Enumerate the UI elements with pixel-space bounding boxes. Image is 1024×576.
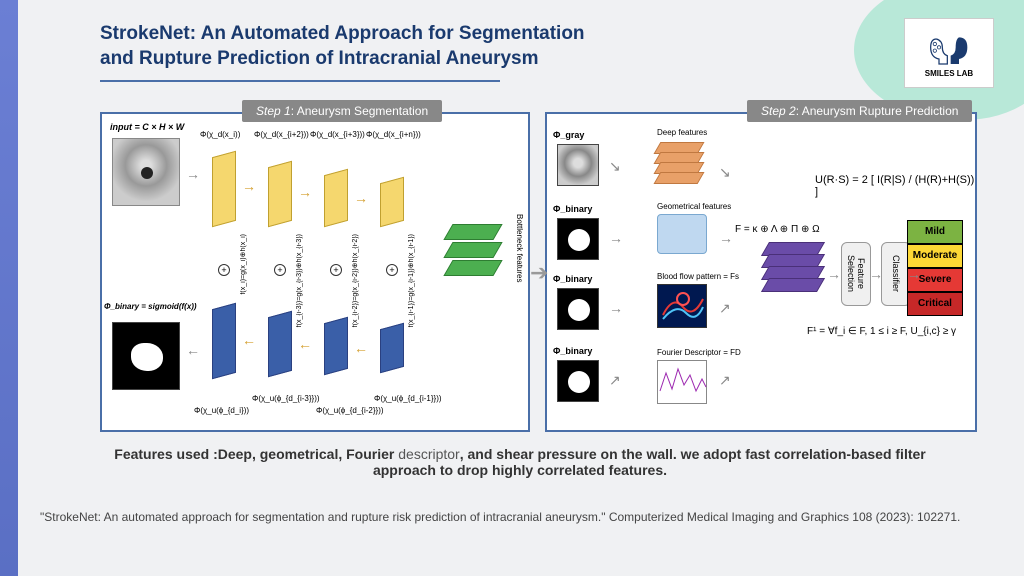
binary-mask-output <box>112 322 180 390</box>
panel-connector-arrow: ➔ <box>530 260 548 286</box>
title-underline <box>100 80 500 82</box>
dec-math-0: Φ(χ_u(ϕ_{d_i})) <box>194 406 249 415</box>
fourier-descriptor-box <box>657 360 707 404</box>
blood-flow-box <box>657 284 707 328</box>
arrow-d3: ← <box>354 340 368 356</box>
arr-fs: → <box>827 266 841 282</box>
enc-math-3: Φ(χ_d(x_{i+n})) <box>366 130 421 139</box>
class-mild: Mild <box>907 220 963 244</box>
dec-math-1: Φ(χ_u(ϕ_{d_{i-3}})) <box>252 394 320 403</box>
skip-3: f(x_{i-1})=g(x_{i-1})⊕h(x_{i-1}) <box>408 234 416 327</box>
phi-bin1-label: Φ_binary <box>553 204 592 214</box>
flow-icon <box>658 285 708 329</box>
f-equation: F¹ = ∀f_i ∈ F, 1 ≤ i ≥ F, U_{i,c} ≥ γ <box>807 326 956 337</box>
arr-f4: ↗ <box>719 372 731 389</box>
arr-f3: ↗ <box>719 300 731 317</box>
bin-thumb-2 <box>557 288 599 330</box>
enc-math-0: Φ(χ_d(x_i)) <box>200 130 240 139</box>
phi-bin3-label: Φ_binary <box>553 346 592 356</box>
logo-text: SMILES LAB <box>925 69 973 78</box>
gray-thumb <box>557 144 599 186</box>
step1-panel: Step 1: Aneurysm Segmentation input = C … <box>100 112 530 432</box>
decoder-block-3 <box>324 317 348 375</box>
cap-b1: Features used :Deep, geometrical, Fourie… <box>114 446 398 462</box>
dec-math-2: Φ(χ_u(ϕ_{d_{i-2}})) <box>316 406 384 415</box>
bin-thumb-3 <box>557 360 599 402</box>
decoder-block-2 <box>268 311 292 377</box>
arrow-in: → <box>186 166 200 182</box>
phi-bin2-label: Φ_binary <box>553 274 592 284</box>
skip-add-4: + <box>386 264 398 276</box>
bottleneck-label: Bottleneck features <box>515 214 524 282</box>
encoder-block-2 <box>268 161 292 227</box>
arr-gray: ↘ <box>609 158 621 175</box>
fd-feat-label: Fourier Descriptor = FD <box>657 348 741 357</box>
arr-f2: → <box>719 230 733 246</box>
binary-output-label: Φ_binary = sigmoid(f(x)) <box>104 302 197 311</box>
skip-add-2: + <box>274 264 286 276</box>
flow-feat-label: Blood flow pattern = Fs <box>657 272 739 281</box>
feature-selection-box: Feature Selection <box>841 242 871 306</box>
encoder-block-4 <box>380 177 404 227</box>
decoder-block-4 <box>380 323 404 373</box>
arr-out: → <box>907 266 921 282</box>
deep-feat-label: Deep features <box>657 128 707 137</box>
brain-head-icon <box>924 29 974 69</box>
bin-thumb-1 <box>557 218 599 260</box>
skip-add-1: + <box>218 264 230 276</box>
geo-feat-label: Geometrical features <box>657 202 731 211</box>
input-label: input = C × H × W <box>110 122 184 132</box>
fd-plot-icon <box>658 361 708 405</box>
enc-math-2: Φ(χ_d(x_{i+3})) <box>310 130 365 139</box>
arrow-e2: → <box>298 184 312 200</box>
arrow-e3: → <box>354 190 368 206</box>
dec-math-3: Φ(χ_u(ϕ_{d_{i-1}})) <box>374 394 442 403</box>
geometrical-features-box <box>657 214 707 254</box>
skip-0: f(x_i)=g(x_i)⊕h(x_i) <box>240 234 248 295</box>
encoder-block-3 <box>324 169 348 227</box>
arrow-out: ← <box>186 342 200 358</box>
left-accent-bar <box>0 0 18 576</box>
caption-text: Features used :Deep, geometrical, Fourie… <box>100 446 940 478</box>
page-title: StrokeNet: An Automated Approach for Seg… <box>100 22 585 71</box>
arr-b2: → <box>609 300 623 316</box>
step2-panel: Step 2: Aneurysm Rupture Prediction Φ_gr… <box>545 112 977 432</box>
arr-f1: ↘ <box>719 164 731 181</box>
enc-math-1: Φ(χ_d(x_{i+2})) <box>254 130 309 139</box>
input-angiogram <box>112 138 180 206</box>
arr-b3: ↗ <box>609 372 621 389</box>
step1-tag: Step 1: Aneurysm Segmentation <box>242 100 442 122</box>
encoder-block-1 <box>212 151 236 227</box>
bottleneck-stack <box>448 224 508 294</box>
arr-b1: → <box>609 230 623 246</box>
arrow-d2: ← <box>298 336 312 352</box>
skip-add-3: + <box>330 264 342 276</box>
arr-cls: → <box>869 266 883 282</box>
citation-text: "StrokeNet: An automated approach for se… <box>40 510 980 524</box>
phi-gray-label: Φ_gray <box>553 130 584 140</box>
class-moderate: Moderate <box>907 244 963 268</box>
skip-2: f(x_{i-2})=g(x_{i-2})⊕h(x_{i-2}) <box>352 234 360 327</box>
fused-feature-stack <box>765 242 825 302</box>
fusion-equation: F = κ ⊕ Λ ⊕ Π ⊕ Ω <box>735 224 820 235</box>
title-line1: StrokeNet: An Automated Approach for Seg… <box>100 22 585 47</box>
smiles-lab-logo: SMILES LAB <box>904 18 994 88</box>
decoder-block-1 <box>212 303 236 379</box>
cap-mid: descriptor <box>398 446 459 462</box>
skip-1: f(x_{i-3})=g(x_{i-3})⊕h(x_{i-3}) <box>296 234 304 327</box>
step2-tag: Step 2: Aneurysm Rupture Prediction <box>747 100 972 122</box>
title-line2: and Rupture Prediction of Intracranial A… <box>100 47 585 72</box>
arrow-d1: ← <box>242 332 256 348</box>
arrow-e1: → <box>242 178 256 194</box>
u-equation: U(R·S) = 2 [ I(R|S) / (H(R)+H(S)) ] <box>815 174 975 198</box>
class-critical: Critical <box>907 292 963 316</box>
